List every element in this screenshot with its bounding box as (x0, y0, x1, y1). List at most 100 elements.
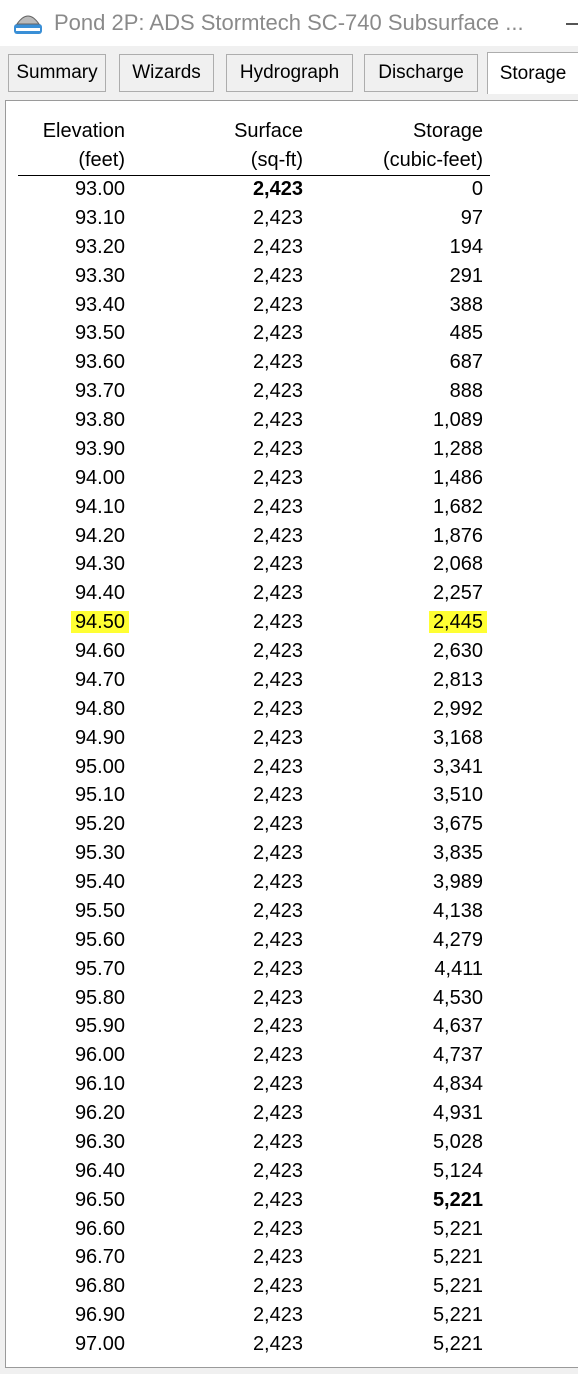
table-cell: 4,834 (429, 1072, 487, 1096)
cell-text: 4,411 (434, 957, 483, 980)
cell-text: 5,221 (432, 1217, 483, 1240)
cell-text: 96.20 (74, 1102, 125, 1124)
cell-text: 2,423 (252, 1246, 303, 1269)
cell-text: 94.50 (70, 611, 129, 634)
header-text: Surface (234, 120, 303, 142)
table-cell: 93.50 (71, 321, 129, 345)
table-cell: 5,221 (429, 1303, 487, 1327)
window-title: Pond 2P: ADS Stormtech SC-740 Subsurface… (54, 10, 524, 35)
cell-text: 2,423 (252, 380, 303, 403)
cell-text: 2,423 (252, 611, 303, 634)
table-cell: 2,630 (429, 639, 487, 663)
cell-text: 95.90 (74, 1015, 125, 1038)
cell-text: 2,423 (252, 178, 303, 200)
table-cell: 2,423 (249, 1101, 307, 1125)
table-cell: 93.00 (71, 177, 129, 201)
table-cell: 5,221 (429, 1332, 487, 1356)
table-cell: 2,423 (249, 524, 307, 548)
cell-text: 96.70 (74, 1246, 125, 1269)
table-cell: 96.60 (71, 1217, 129, 1241)
header-text: Elevation (42, 120, 125, 142)
table-cell: 94.80 (71, 697, 129, 721)
table-cell: 95.40 (71, 870, 129, 894)
table-cell: 94.40 (71, 581, 129, 605)
cell-text: 96.40 (74, 1159, 125, 1182)
table-cell: 2,423 (249, 1217, 307, 1241)
table-cell: 94.10 (71, 495, 129, 519)
cell-text: 95.50 (74, 899, 125, 922)
table-cell: 94.20 (71, 524, 129, 548)
cell-text: 2,423 (252, 495, 303, 518)
table-cell: 95.60 (71, 928, 129, 952)
cell-text: 388 (449, 293, 483, 316)
tab[interactable]: Wizards (119, 54, 214, 92)
table-cell: 2,423 (249, 957, 307, 981)
table-cell: 687 (446, 350, 487, 374)
table-cell: 95.10 (71, 783, 129, 807)
table-cell: 96.70 (71, 1245, 129, 1269)
cell-text: 2,423 (252, 1102, 303, 1124)
table-cell: 2,423 (249, 668, 307, 692)
cell-text: 2,423 (252, 1304, 303, 1327)
cell-text: 95.20 (74, 813, 125, 836)
table-cell: 2,423 (249, 1188, 307, 1212)
cell-text: 2,423 (252, 1275, 303, 1298)
cell-text: 485 (449, 322, 483, 345)
table-cell: 94.90 (71, 726, 129, 750)
table-cell: 2,423 (249, 726, 307, 750)
table-cell: 2,423 (249, 1014, 307, 1038)
table-cell: 97 (457, 206, 487, 230)
table-cell: 2,423 (249, 697, 307, 721)
cell-text: 1,089 (432, 409, 483, 431)
table-cell: 2,445 (428, 610, 487, 634)
column-header: (cubic-feet) (379, 148, 487, 172)
cell-text: 2,630 (432, 640, 483, 662)
table-cell: 93.80 (71, 408, 129, 432)
table-cell: 94.30 (71, 552, 129, 576)
table-cell: 1,682 (429, 495, 487, 519)
cell-text: 0 (471, 178, 483, 200)
table-cell: 2,423 (249, 610, 307, 634)
table-cell: 2,423 (249, 1303, 307, 1327)
table-cell: 95.20 (71, 812, 129, 836)
table-cell: 2,423 (249, 235, 307, 259)
table-cell: 2,423 (249, 870, 307, 894)
tab[interactable]: Summary (8, 54, 106, 92)
cell-text: 96.30 (74, 1130, 125, 1153)
table-panel (5, 100, 578, 1368)
tab[interactable]: Storage (487, 52, 578, 94)
cell-text: 5,221 (432, 1246, 483, 1269)
table-cell: 2,423 (249, 379, 307, 403)
header-text: Storage (412, 120, 483, 142)
cell-text: 2,423 (252, 437, 303, 460)
cell-text: 93.30 (74, 264, 125, 287)
minimize-button[interactable] (566, 23, 578, 25)
app-icon (14, 15, 42, 34)
cell-text: 93.70 (74, 380, 125, 403)
cell-text: 94.00 (74, 466, 125, 489)
column-header: Elevation (39, 119, 129, 143)
header-rule (18, 175, 490, 176)
table-cell: 94.00 (71, 466, 129, 490)
table-cell: 96.80 (71, 1274, 129, 1298)
cell-text: 291 (449, 264, 483, 287)
table-cell: 3,510 (429, 783, 487, 807)
table-cell: 2,423 (249, 1245, 307, 1269)
header-text: (feet) (78, 149, 125, 171)
tab[interactable]: Discharge (364, 54, 478, 92)
cell-text: 96.00 (74, 1044, 125, 1067)
tab[interactable]: Hydrograph (226, 54, 353, 92)
cell-text: 2,423 (252, 813, 303, 836)
cell-text: 95.60 (74, 928, 125, 951)
column-header: (sq-ft) (247, 148, 307, 172)
table-cell: 485 (446, 321, 487, 345)
table-cell: 194 (446, 235, 487, 259)
cell-text: 2,992 (432, 697, 483, 720)
table-cell: 4,737 (429, 1043, 487, 1067)
header-text: (cubic-feet) (382, 149, 483, 171)
cell-text: 5,221 (432, 1304, 483, 1327)
cell-text: 2,423 (252, 668, 303, 691)
cell-text: 3,341 (432, 755, 483, 778)
cell-text: 2,423 (252, 553, 303, 576)
table-cell: 3,675 (429, 812, 487, 836)
